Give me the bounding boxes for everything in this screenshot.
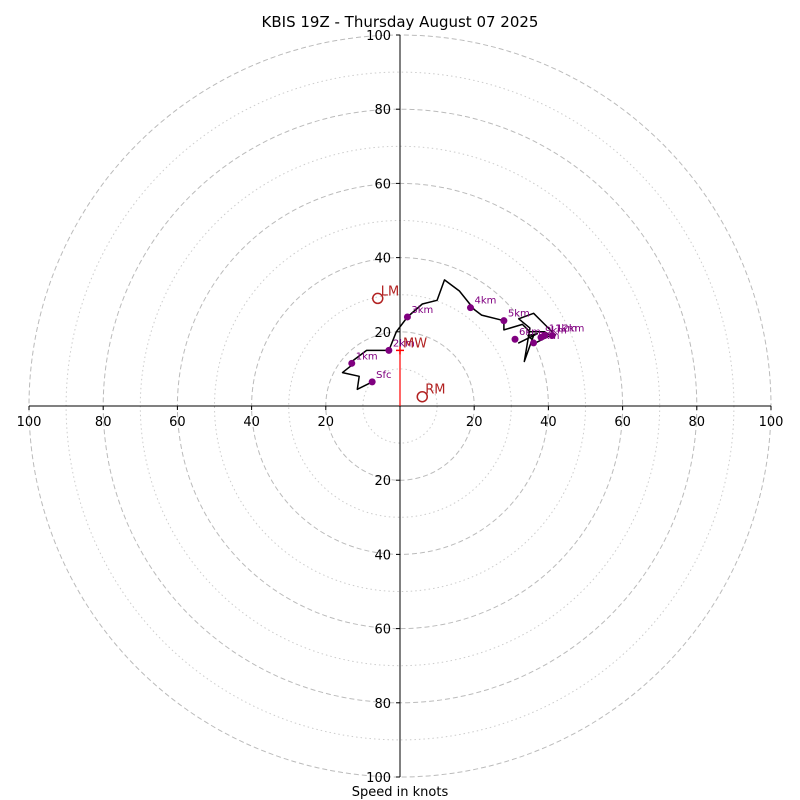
- storm-motions: LM MW RM: [371, 284, 446, 406]
- x-tick-label: 60: [169, 415, 186, 430]
- x-axis-label: Speed in knots: [352, 785, 449, 800]
- height-marker: [385, 346, 393, 354]
- height-marker-label: 12km: [556, 324, 584, 335]
- height-marker-label: 9km: [545, 325, 567, 336]
- y-tick-label: 20: [374, 326, 391, 341]
- storm-motion-marker: [396, 346, 404, 355]
- height-marker: [511, 335, 519, 343]
- y-tick-label: 40: [374, 548, 391, 563]
- storm-motion-label: MW: [403, 336, 427, 351]
- height-marker: [368, 378, 376, 386]
- x-tick-label: 40: [540, 415, 557, 430]
- height-marker: [348, 359, 356, 367]
- x-tick-label: 100: [759, 415, 784, 430]
- x-tick-label: 20: [318, 415, 335, 430]
- x-tick-label: 40: [243, 415, 260, 430]
- y-tick-label: 80: [374, 103, 391, 118]
- y-tick-label: 60: [374, 623, 391, 638]
- chart-title: KBIS 19Z - Thursday August 07 2025: [262, 13, 539, 31]
- x-tick-label: 60: [614, 415, 631, 430]
- x-tick-label: 80: [95, 415, 112, 430]
- height-marker: [500, 317, 508, 325]
- height-marker-label: 7km: [538, 331, 560, 342]
- y-tick-label: 100: [366, 29, 391, 44]
- height-marker-label: 2km: [393, 338, 415, 349]
- storm-motion-marker: [371, 292, 384, 305]
- height-marker: [403, 313, 411, 321]
- height-marker-label: Sfc: [376, 370, 391, 381]
- x-tick-label: 80: [689, 415, 706, 430]
- x-tick-label: 20: [466, 415, 483, 430]
- y-tick-label: 20: [374, 474, 391, 489]
- storm-motion-label: RM: [425, 383, 445, 398]
- height-marker-label: 11km: [549, 324, 577, 335]
- height-marker: [466, 304, 474, 312]
- height-marker-label: 3km: [411, 305, 433, 316]
- y-tick-label: 100: [366, 771, 391, 786]
- storm-motion-label: LM: [381, 284, 399, 299]
- tick-labels: 100 80 60 40 20 20 40 60 80 100 100 80 60 40 20 20 40 60 8…: [17, 29, 784, 786]
- y-tick-label: 60: [374, 177, 391, 192]
- height-marker: [541, 332, 549, 340]
- y-tick-label: 80: [374, 697, 391, 712]
- storm-motion-marker: [416, 390, 429, 403]
- height-marker-label: 5km: [508, 309, 530, 320]
- x-tick-label: 100: [17, 415, 42, 430]
- height-marker-label: 6km: [519, 327, 541, 338]
- y-tick-label: 40: [374, 252, 391, 267]
- height-marker-label: 4km: [474, 296, 496, 307]
- height-marker: [548, 332, 556, 340]
- height-marker: [530, 339, 538, 347]
- height-marker-label: 1km: [356, 351, 378, 362]
